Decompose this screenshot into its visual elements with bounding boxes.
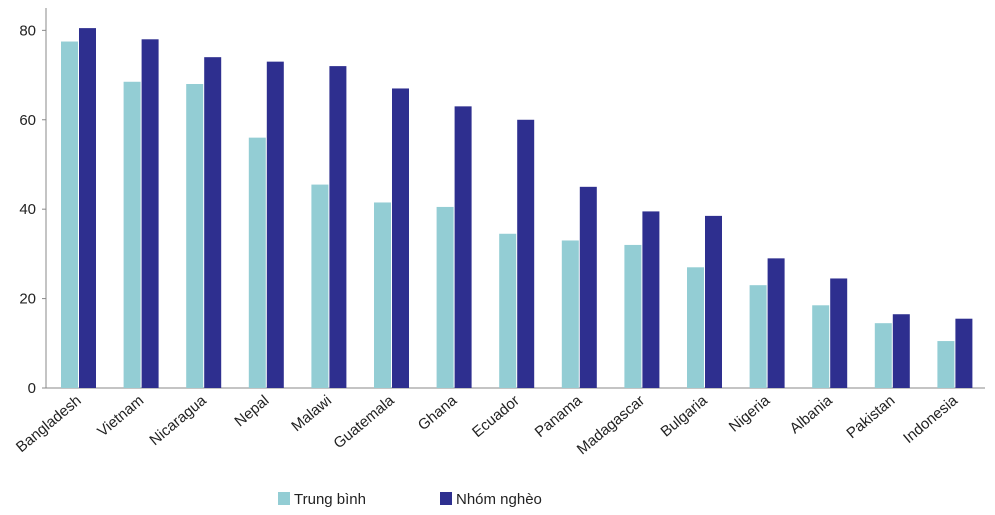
- bars: [61, 28, 973, 389]
- bar-nhom-ngheo-nigeria: [767, 258, 785, 388]
- bar-trung-binh-ghana: [436, 206, 454, 388]
- bar-nhom-ngheo-vietnam: [141, 39, 159, 388]
- legend-label-nhom-ngheo: Nhóm nghèo: [456, 491, 542, 508]
- bar-nhom-ngheo-nepal: [266, 61, 284, 388]
- bar-nhom-ngheo-albania: [830, 278, 848, 388]
- bar-trung-binh-bulgaria: [687, 267, 704, 388]
- y-tick-label: 20: [19, 291, 36, 308]
- legend: Trung bình Nhóm nghèo: [278, 491, 542, 508]
- x-category-label: Indonesia: [900, 392, 961, 447]
- x-category-label: Guatemala: [330, 392, 398, 453]
- bar-nhom-ngheo-nicaragua: [204, 57, 222, 388]
- bar-trung-binh-nicaragua: [186, 84, 204, 388]
- x-category-label: Nigeria: [726, 392, 774, 436]
- x-category-label: Malawi: [288, 392, 335, 435]
- bar-trung-binh-madagascar: [624, 244, 642, 388]
- bar-nhom-ngheo-bangladesh: [79, 28, 96, 389]
- legend-swatch-nhom-ngheo: [440, 492, 452, 505]
- bar-nhom-ngheo-pakistan: [892, 314, 910, 388]
- x-category-label: Ecuador: [469, 392, 523, 441]
- x-category-label: Nicaragua: [146, 392, 210, 449]
- legend-swatch-trung-binh: [278, 492, 290, 505]
- x-category-label: Bangladesh: [13, 392, 85, 456]
- y-tick-label: 40: [19, 201, 36, 218]
- bar-nhom-ngheo-panama: [579, 186, 597, 388]
- bar-trung-binh-malawi: [311, 184, 329, 388]
- bar-trung-binh-ecuador: [499, 233, 517, 388]
- y-axis-ticks: 0 20 40 60 80: [19, 22, 46, 397]
- legend-label-trung-binh: Trung bình: [294, 491, 366, 508]
- bar-trung-binh-vietnam: [123, 81, 141, 388]
- bar-nhom-ngheo-malawi: [329, 66, 347, 388]
- bar-trung-binh-nepal: [248, 137, 266, 388]
- y-tick-label: 0: [28, 380, 36, 397]
- bar-nhom-ngheo-madagascar: [642, 211, 660, 388]
- category-labels: Bangladesh Vietnam Nicaragua Nepal MalawiGua…: [13, 392, 962, 459]
- bar-nhom-ngheo-indonesia: [955, 318, 973, 388]
- bar-nhom-ngheo-ecuador: [517, 119, 535, 388]
- y-tick-label: 80: [19, 22, 36, 39]
- x-category-label: Panama: [532, 392, 586, 441]
- bar-trung-binh-indonesia: [937, 341, 955, 388]
- bar-nhom-ngheo-bulgaria: [705, 215, 722, 388]
- x-category-label: Ghana: [415, 392, 461, 434]
- x-category-label: Albania: [787, 392, 837, 438]
- x-category-label: Madagascar: [574, 392, 648, 458]
- x-category-label: Nepal: [231, 392, 272, 430]
- x-category-label: Vietnam: [94, 392, 147, 440]
- bar-trung-binh-nigeria: [749, 285, 767, 388]
- bar-trung-binh-pakistan: [874, 323, 892, 388]
- bar-trung-binh-albania: [812, 305, 830, 388]
- bar-trung-binh-bangladesh: [61, 41, 78, 388]
- bar-nhom-ngheo-ghana: [454, 106, 472, 389]
- bar-trung-binh-guatemala: [374, 202, 391, 388]
- x-category-label: Pakistan: [843, 392, 898, 442]
- x-category-label: Bulgaria: [657, 392, 711, 441]
- y-tick-label: 60: [19, 112, 36, 129]
- bar-trung-binh-panama: [561, 240, 579, 388]
- bar-nhom-ngheo-guatemala: [392, 88, 409, 389]
